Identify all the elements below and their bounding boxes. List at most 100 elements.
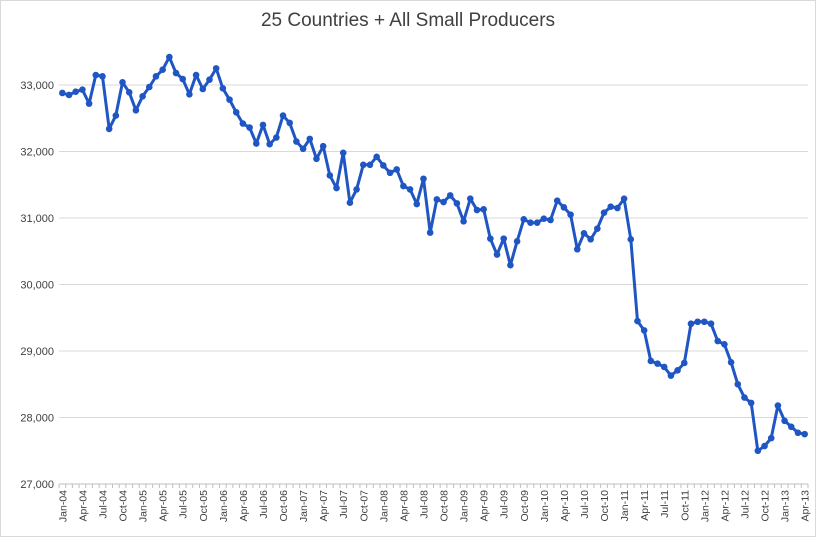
data-point [714,337,722,345]
x-tick-label: Apr-05 [158,490,170,522]
y-axis-tick-labels: 27,000 28,000 29,000 30,000 31,000 32,000 33,0… [20,80,54,491]
data-point [179,75,187,83]
data-point [152,73,160,80]
x-tick-label: Jul-08 [418,490,430,519]
x-tick-label: Jan-04 [57,490,69,522]
series-line-group [59,53,808,455]
data-point [781,417,788,425]
data-point [460,218,467,225]
data-point [553,197,561,205]
data-point [480,206,487,213]
y-tick-label: 32,000 [20,147,54,159]
data-point [446,192,454,199]
x-tick-label: Oct-08 [439,490,451,522]
x-tick-label: Oct-04 [118,490,130,522]
data-point [513,237,521,245]
x-tick-label: Jul-06 [258,490,270,519]
x-tick-label: Jul-10 [579,490,591,519]
data-point [721,341,728,348]
data-point [353,186,360,193]
data-point [694,318,701,326]
data-point [493,251,501,258]
data-point [761,442,768,450]
data-point [79,86,86,93]
data-point [540,215,548,222]
data-point [65,91,73,99]
data-point [393,166,401,173]
x-tick-label: Jan-08 [378,490,390,522]
data-point [273,134,280,141]
data-point [754,447,762,455]
x-tick-label: Jan-07 [298,490,310,522]
data-point [794,429,802,437]
data-point [286,119,294,127]
x-tick-label: Oct-10 [599,490,611,522]
data-point [306,135,314,143]
data-point [547,216,554,224]
data-point [380,162,387,169]
y-tick-label: 28,000 [20,413,54,425]
x-tick-label: Jan-10 [539,490,551,522]
data-point [172,69,180,77]
data-point [85,100,93,107]
chart-title: 25 Countries + All Small Producers [260,10,556,31]
data-point [801,430,808,438]
x-axis-tick-labels: Jan-04 Apr-04 Jul-04 Oct-04 Jan-05 Apr-05 Jul-… [57,490,811,522]
data-point [500,235,508,242]
data-point [507,261,514,269]
x-tick-label: Apr-09 [479,490,491,522]
data-point [620,195,628,203]
data-point [326,172,334,179]
data-point [359,161,367,169]
data-point [99,73,106,80]
data-point [119,79,126,86]
x-tick-label: Oct-07 [358,490,370,522]
data-point [727,359,735,366]
data-point [453,200,461,207]
x-tick-label: Jan-09 [459,490,471,522]
x-tick-label: Apr-07 [318,490,330,522]
data-point [627,235,635,243]
data-point [594,225,601,232]
y-tick-label: 27,000 [20,479,54,491]
x-tick-label: Jan-11 [619,490,631,521]
y-tick-label: 30,000 [20,280,54,292]
data-point [767,434,775,442]
data-point [259,121,267,129]
data-point [420,175,427,183]
data-point [219,85,227,92]
data-point [293,138,300,145]
x-tick-label: Apr-08 [398,490,410,522]
data-point [192,71,200,79]
data-point [166,53,173,61]
x-tick-label: Jan-13 [780,490,792,522]
data-point [145,83,153,91]
x-tick-label: Jan-05 [138,490,150,522]
data-point [567,211,574,218]
data-point [433,196,441,203]
x-axis [58,483,809,488]
data-point [226,96,233,103]
data-point [413,200,421,208]
x-tick-label: Apr-04 [77,490,89,522]
x-tick-label: Apr-10 [559,490,571,522]
data-point [487,235,494,242]
data-point [105,125,113,133]
data-point [647,357,655,365]
x-tick-label: Apr-13 [800,490,812,522]
data-point [386,169,394,177]
series-line [61,55,805,453]
data-point [159,66,166,74]
x-tick-label: Jul-07 [338,490,350,519]
x-tick-label: Jul-11 [659,490,671,518]
data-point [139,93,146,100]
data-point [674,366,681,374]
data-point [132,106,140,114]
y-tick-label: 29,000 [20,346,54,358]
data-point [573,245,581,253]
data-point [587,235,594,243]
x-tick-label: Jul-04 [97,490,109,519]
data-point [654,360,661,367]
y-tick-label: 33,000 [20,80,54,92]
